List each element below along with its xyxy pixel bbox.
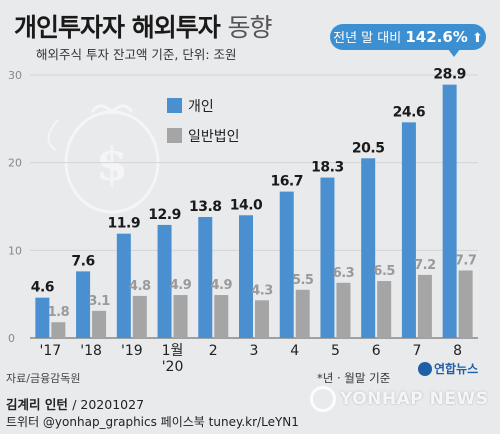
dollar-sign-icon: $ [96,137,128,191]
credit-date: / 20201027 [72,397,145,412]
chart-title: 개인투자자 해외투자 동향 [14,8,272,44]
data-label: 7.2 [414,258,436,273]
data-label: 24.6 [393,104,426,120]
bar-individual [116,233,131,338]
data-label: 28.9 [433,67,466,83]
bar-individual [279,191,294,338]
legend-swatch [167,98,182,113]
x-tick-label: 4 [290,343,299,359]
data-label: 4.9 [170,278,192,293]
y-tick-label: 20 [8,157,22,170]
footer: 김계리 인턴 / 20201027 트위터 @yonhap_graphics 페… [0,388,500,434]
y-tick-label: 0 [8,332,15,345]
bar-corporate [132,295,147,338]
bar-corporate [51,322,66,338]
bar-corporate [173,295,188,338]
watermark-logo-icon [310,386,336,412]
bar-individual [35,297,50,338]
x-tick-label: 3 [250,343,259,359]
badge-pointer [448,49,460,57]
data-label: 5.5 [292,273,314,288]
legend-label: 개인 [188,99,214,115]
data-label: 18.3 [311,160,344,176]
money-bag-illustration: $ [47,104,160,214]
data-label: 1.8 [48,305,70,320]
watermark: YONHAP NEWS [310,386,488,412]
x-tick-label: 6 [372,343,381,359]
data-label: 7.6 [71,253,94,269]
chart-title-suffix: 동향 [227,13,272,42]
y-tick-label: 10 [8,244,22,257]
data-label: 13.8 [189,199,222,215]
data-label: 4.8 [129,279,151,294]
source-label: 자료/금융감독원 [6,372,81,385]
credit-line: 김계리 인턴 / 20201027 [6,394,144,413]
bar-individual [239,215,253,338]
bar-individual [320,177,335,338]
data-label: 6.3 [333,266,355,281]
data-label: 4.3 [251,283,273,298]
growth-badge-value: 142.6% [405,28,468,46]
bar-individual [198,217,213,338]
data-label: 3.1 [88,294,110,309]
x-tick-label: 8 [453,343,462,359]
bar-corporate [417,274,432,338]
yonhap-logo: 연합뉴스 [418,360,478,377]
bar-corporate [458,270,473,338]
growth-badge-prefix: 전년 말 대비 [333,31,402,46]
watermark-text: YONHAP NEWS [340,389,489,409]
bar-corporate [377,281,392,338]
bar-individual [442,84,457,338]
legend-label: 일반법인 [188,129,240,145]
bar-individual [401,122,416,338]
x-tick-label: 7 [412,343,421,359]
x-tick-sublabel: '20 [162,359,184,375]
y-axis-ticks: 0 10 20 30 [8,69,22,345]
data-label: 12.9 [148,207,181,223]
data-label: 11.9 [108,216,141,232]
data-label: 6.5 [373,264,395,279]
bar-corporate [336,282,351,338]
growth-badge: 전년 말 대비 142.6% ⬆ [330,24,486,50]
bar-individual [361,158,376,338]
bar-individual [157,224,172,338]
data-label: 16.7 [270,174,303,190]
x-tick-label: 5 [331,343,340,359]
social-links: 트위터 @yonhap_graphics 페이스북 tuney.kr/LeYN1 [6,415,299,429]
bars: 4.6 1.8 7.6 3.1 11.9 4.8 12.9 4.9 13.8 4.9 14.0 4.3… [31,67,477,338]
data-label: 4.6 [31,280,54,296]
chart-subtitle: 해외주식 투자 잔고액 기준, 단위: 조원 [36,47,237,62]
x-tick-label: '17 [40,343,62,359]
y-tick-label: 30 [8,69,22,82]
x-tick-label: 2 [209,343,218,359]
date-basis-note: *년 · 월말 기준 [317,371,391,385]
x-tick-label: 1월 [162,343,184,359]
data-label: 14.0 [230,197,263,213]
data-label: 20.5 [352,140,385,156]
legend-swatch [167,128,182,143]
x-tick-label: '18 [80,343,102,359]
x-tick-label: '19 [121,343,143,359]
bar-individual [76,271,91,338]
bar-corporate [295,289,310,338]
chart-title-main: 개인투자자 해외투자 [14,13,221,42]
data-label: 4.9 [211,278,233,293]
bar-corporate [92,310,107,338]
bar-corporate [255,300,269,338]
data-label: 7.7 [455,253,477,268]
yonhap-logo-text: 연합뉴스 [434,362,479,376]
x-axis-labels: '17 '18 '19 1월'20 2 3 4 5 6 7 8 [40,343,463,375]
credit-name: 김계리 인턴 [6,397,68,412]
yonhap-logo-icon [418,362,432,376]
up-arrow-icon: ⬆ [471,31,483,46]
bar-corporate [214,295,229,338]
